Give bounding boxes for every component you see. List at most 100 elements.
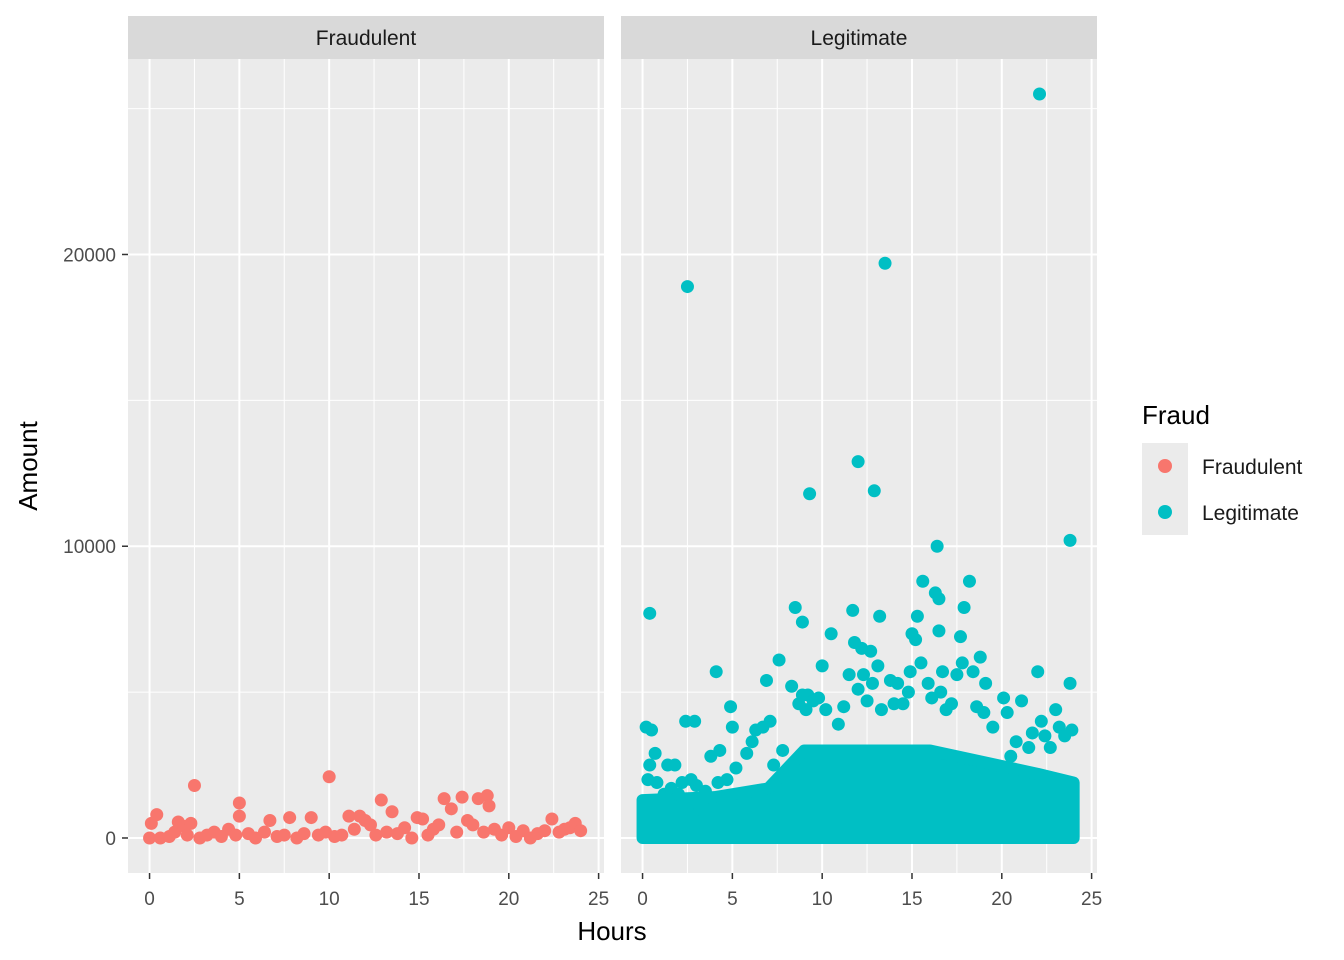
x-tick-label: 10 xyxy=(812,889,833,910)
data-point xyxy=(962,574,976,588)
data-point xyxy=(1022,741,1036,755)
data-point xyxy=(819,703,833,717)
data-point xyxy=(545,812,559,826)
data-point xyxy=(799,703,813,717)
data-point xyxy=(815,659,829,673)
data-point xyxy=(725,720,739,734)
data-point xyxy=(187,778,201,792)
data-point xyxy=(416,812,430,826)
data-point xyxy=(668,758,682,772)
x-axis-legitimate: 0 5 10 15 20 25 xyxy=(637,873,1102,910)
legend-title: Fraud xyxy=(1142,400,1210,430)
data-point xyxy=(837,700,851,714)
data-point xyxy=(914,656,928,670)
data-point xyxy=(1000,706,1014,720)
data-point xyxy=(986,720,1000,734)
data-point xyxy=(936,665,950,679)
grid-legitimate xyxy=(621,59,1097,873)
data-point xyxy=(865,676,879,690)
data-point xyxy=(263,813,277,827)
data-point xyxy=(180,828,194,842)
data-point xyxy=(283,811,297,825)
data-point xyxy=(878,256,892,270)
panel-fraudulent-background xyxy=(128,59,604,873)
x-tick-label: 25 xyxy=(1081,889,1102,910)
data-point xyxy=(734,787,748,801)
x-tick-label: 5 xyxy=(727,889,738,910)
data-point xyxy=(1063,676,1077,690)
x-tick-label: 15 xyxy=(901,889,922,910)
data-point xyxy=(776,743,790,757)
data-point xyxy=(934,685,948,699)
data-point xyxy=(745,735,759,749)
x-tick-label: 0 xyxy=(144,889,155,910)
data-point xyxy=(437,792,451,806)
data-point xyxy=(466,818,480,832)
data-point xyxy=(977,706,991,720)
data-point xyxy=(643,606,657,620)
data-point xyxy=(679,714,693,728)
legend-label-legitimate: Legitimate xyxy=(1202,502,1299,525)
data-point xyxy=(335,828,349,842)
data-point xyxy=(759,673,773,687)
strip-fraudulent xyxy=(128,16,604,59)
points-legitimate xyxy=(639,87,1079,816)
strip-label-legitimate: Legitimate xyxy=(811,27,908,50)
data-point xyxy=(945,697,959,711)
data-point xyxy=(650,776,664,790)
data-point xyxy=(143,831,157,845)
data-point xyxy=(322,770,336,784)
x-tick-label: 5 xyxy=(234,889,245,910)
data-point xyxy=(763,714,777,728)
data-point xyxy=(896,697,910,711)
data-point xyxy=(767,758,781,772)
data-point xyxy=(831,717,845,731)
data-point xyxy=(432,818,446,832)
data-point xyxy=(277,828,291,842)
data-point xyxy=(1038,729,1052,743)
data-point xyxy=(709,665,723,679)
panel-legitimate: Legitimate 0 5 10 15 20 25 xyxy=(621,16,1102,910)
data-point xyxy=(887,697,901,711)
y-tick-label: 0 xyxy=(105,829,116,850)
panel-fraudulent: Fraudulent 0 5 10 15 20 25 xyxy=(128,16,609,910)
x-tick-label: 0 xyxy=(637,889,648,910)
data-point xyxy=(477,825,491,839)
data-point xyxy=(482,799,496,813)
legend-key-legitimate xyxy=(1158,505,1172,519)
data-point xyxy=(973,650,987,664)
data-point xyxy=(955,656,969,670)
data-point xyxy=(574,824,588,838)
data-point xyxy=(1063,533,1077,547)
data-point xyxy=(304,811,318,825)
data-point xyxy=(740,746,754,760)
data-point xyxy=(363,818,377,832)
data-point xyxy=(873,609,887,623)
data-point xyxy=(297,827,311,841)
x-tick-label: 25 xyxy=(588,889,609,910)
data-point xyxy=(851,682,865,696)
data-point xyxy=(851,455,865,469)
data-point xyxy=(950,668,964,682)
x-tick-label: 15 xyxy=(408,889,429,910)
data-point xyxy=(909,633,923,647)
strip-legitimate xyxy=(621,16,1097,59)
legend: Fraud Fraudulent Legitimate xyxy=(1142,400,1303,535)
data-point xyxy=(444,802,458,816)
data-point xyxy=(713,743,727,757)
data-point xyxy=(812,691,826,705)
data-point xyxy=(871,659,885,673)
legend-label-fraudulent: Fraudulent xyxy=(1202,456,1303,479)
data-point xyxy=(846,603,860,617)
data-point xyxy=(645,723,659,737)
data-point xyxy=(916,574,930,588)
y-tick-label: 10000 xyxy=(63,537,116,558)
data-point xyxy=(1009,735,1023,749)
data-point xyxy=(785,679,799,693)
data-point xyxy=(788,601,802,615)
data-point xyxy=(824,627,838,641)
data-point xyxy=(648,746,662,760)
data-point xyxy=(455,790,469,804)
data-point xyxy=(1004,749,1018,763)
data-point xyxy=(842,668,856,682)
